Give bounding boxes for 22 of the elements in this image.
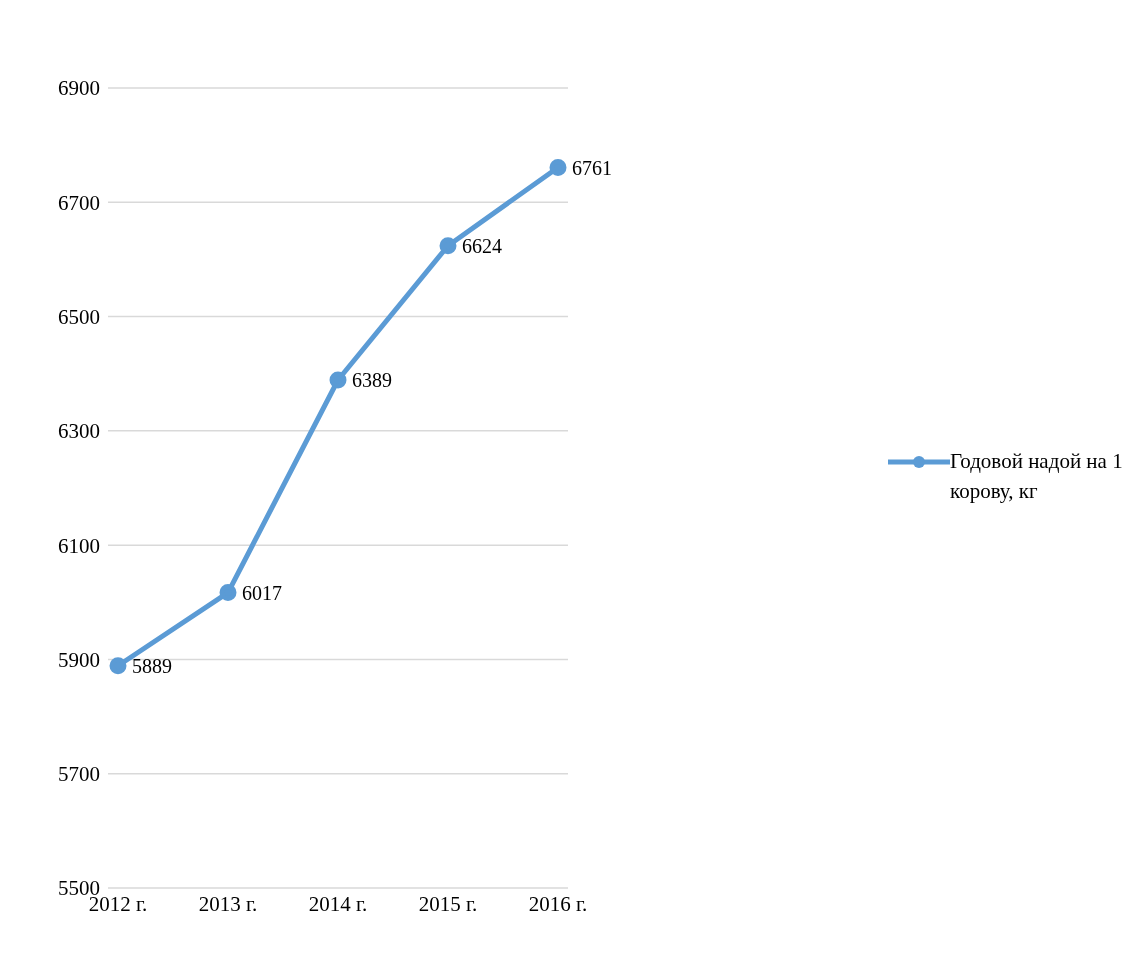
y-tick-label: 5900: [58, 647, 100, 672]
point: [109, 657, 127, 675]
data-label: 6017: [242, 581, 282, 604]
data-label: 6761: [572, 156, 612, 179]
point: [549, 158, 567, 176]
point: [219, 584, 237, 602]
x-tick-label: 2016 г.: [528, 891, 588, 916]
y-tick-label: 6100: [58, 533, 100, 558]
point: [329, 371, 347, 389]
x-tick-label: 2014 г.: [308, 891, 368, 916]
data-label: 5889: [132, 654, 172, 677]
x-tick-label: 2013 г.: [198, 891, 258, 916]
y-tick-label: 6700: [58, 190, 100, 215]
y-tick-label: 5700: [58, 762, 100, 787]
point: [439, 237, 457, 255]
y-tick-label: 6500: [58, 305, 100, 330]
legend-label: Годовой надой на 1 корову, кг: [950, 448, 1124, 505]
data-label: 6624: [462, 234, 502, 257]
y-tick-label: 6900: [58, 76, 100, 101]
data-label: 6389: [352, 369, 392, 392]
y-tick-label: 6300: [58, 419, 100, 444]
x-tick-label: 2015 г.: [418, 891, 478, 916]
